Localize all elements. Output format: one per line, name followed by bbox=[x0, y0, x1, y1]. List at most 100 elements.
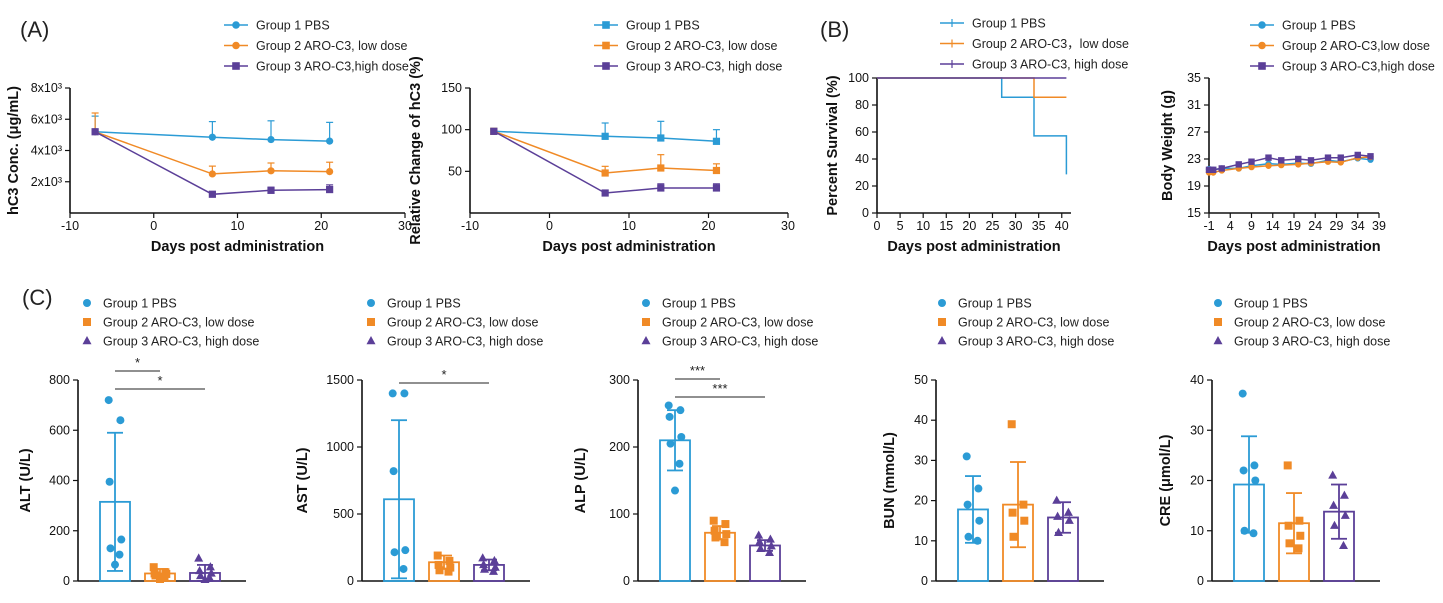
legend-label: Group 3 ARO-C3, high dose bbox=[972, 58, 1128, 72]
panel-label-a: (A) bbox=[20, 17, 49, 42]
data-point bbox=[712, 184, 721, 192]
y-axis-title: Percent Survival (%) bbox=[825, 75, 841, 215]
data-point bbox=[964, 532, 973, 541]
data-point bbox=[1340, 510, 1350, 519]
x-tick-label: 40 bbox=[1055, 219, 1069, 233]
data-point bbox=[400, 389, 409, 398]
data-point bbox=[1248, 163, 1255, 171]
legend-marker bbox=[642, 318, 650, 326]
data-point bbox=[601, 189, 609, 197]
y-tick-label: 1500 bbox=[326, 373, 354, 387]
data-point bbox=[765, 534, 775, 543]
legend-label: Group 1 PBS bbox=[256, 19, 330, 33]
legend-marker bbox=[83, 299, 91, 307]
legend-label: Group 1 PBS bbox=[958, 297, 1032, 311]
legend-marker bbox=[83, 318, 91, 326]
x-tick-label: 0 bbox=[150, 219, 157, 233]
data-point bbox=[1285, 539, 1294, 548]
y-tick-label: 0 bbox=[862, 206, 869, 220]
legend-marker bbox=[232, 41, 240, 50]
y-tick-label: 0 bbox=[1197, 574, 1204, 588]
y-tick-label: 60 bbox=[855, 125, 869, 139]
data-point bbox=[1218, 165, 1225, 172]
data-point bbox=[1007, 420, 1016, 429]
significance-label: * bbox=[135, 355, 140, 370]
y-tick-label: 20 bbox=[855, 179, 869, 193]
panel-label-c: (C) bbox=[22, 285, 53, 310]
data-point bbox=[1235, 161, 1242, 168]
data-point bbox=[1329, 500, 1339, 509]
y-axis-title: ALP (U/L) bbox=[573, 447, 589, 513]
y-tick-label: 10 bbox=[1190, 524, 1204, 538]
data-point bbox=[1328, 470, 1338, 479]
legend-label: Group 2 ARO-C3，low dose bbox=[972, 37, 1129, 51]
legend-marker bbox=[602, 62, 610, 70]
data-point bbox=[1337, 154, 1344, 161]
legend-marker bbox=[1214, 318, 1222, 326]
data-point bbox=[149, 563, 158, 572]
legend-label: Group 3 ARO-C3, high dose bbox=[958, 335, 1114, 349]
data-point bbox=[1296, 531, 1305, 540]
data-point bbox=[1295, 155, 1302, 163]
data-point bbox=[709, 516, 718, 525]
data-point bbox=[399, 564, 408, 573]
panel-label-b: (B) bbox=[820, 17, 849, 42]
y-tick-label: 30 bbox=[914, 453, 928, 467]
series-line bbox=[94, 131, 330, 175]
data-point bbox=[1295, 516, 1304, 525]
series-line bbox=[95, 131, 330, 142]
data-point bbox=[205, 562, 215, 571]
x-tick-label: 10 bbox=[231, 219, 245, 233]
legend-label: Group 2 ARO-C3, low dose bbox=[256, 39, 408, 53]
x-tick-label: 39 bbox=[1372, 219, 1386, 233]
data-point bbox=[444, 567, 453, 576]
data-point bbox=[478, 553, 488, 562]
data-point bbox=[675, 459, 684, 468]
data-point bbox=[111, 560, 119, 569]
data-point bbox=[200, 574, 210, 583]
y-tick-label: 200 bbox=[49, 524, 70, 538]
data-point bbox=[1265, 162, 1272, 169]
data-point bbox=[973, 536, 982, 545]
x-tick-label: 30 bbox=[1009, 219, 1023, 233]
legend-marker bbox=[82, 336, 92, 345]
x-tick-label: 29 bbox=[1330, 219, 1344, 233]
y-tick-label: 50 bbox=[448, 164, 462, 178]
data-point bbox=[677, 432, 686, 441]
legend-marker bbox=[642, 299, 650, 307]
legend-marker bbox=[602, 41, 610, 50]
legend-label: Group 1 PBS bbox=[387, 297, 461, 311]
y-tick-label: 800 bbox=[49, 373, 70, 387]
y-axis-title: BUN (mmol/L) bbox=[882, 432, 898, 529]
data-point bbox=[1205, 166, 1213, 173]
legend-label: Group 2 ARO-C3, low dose bbox=[387, 316, 539, 330]
data-point bbox=[1250, 461, 1259, 470]
data-point bbox=[117, 535, 126, 544]
x-tick-label: 15 bbox=[939, 219, 953, 233]
legend-label: Group 3 ARO-C3,high dose bbox=[256, 60, 409, 74]
x-tick-label: 0 bbox=[874, 219, 881, 233]
y-tick-label: 35 bbox=[1187, 71, 1201, 85]
data-point bbox=[195, 565, 205, 575]
y-tick-label: 100 bbox=[609, 507, 630, 521]
data-point bbox=[446, 563, 455, 572]
y-tick-label: 40 bbox=[855, 152, 869, 166]
data-point bbox=[962, 452, 971, 461]
legend-marker bbox=[938, 318, 946, 326]
x-tick-label: 10 bbox=[916, 219, 930, 233]
data-point bbox=[1019, 500, 1028, 509]
y-tick-label: 20 bbox=[1190, 474, 1204, 488]
x-tick-label: 34 bbox=[1351, 219, 1365, 233]
data-point bbox=[434, 560, 443, 569]
y-tick-label: 400 bbox=[49, 474, 70, 488]
x-tick-label: 4 bbox=[1227, 219, 1234, 233]
data-point bbox=[1284, 521, 1293, 530]
data-point bbox=[1295, 161, 1302, 168]
x-axis-title: Days post administration bbox=[1207, 239, 1380, 255]
x-tick-label: 20 bbox=[962, 219, 976, 233]
data-point bbox=[754, 530, 764, 539]
data-point bbox=[1251, 476, 1260, 485]
data-point bbox=[1238, 389, 1247, 398]
y-axis-title: Body Weight (g) bbox=[1160, 90, 1176, 201]
